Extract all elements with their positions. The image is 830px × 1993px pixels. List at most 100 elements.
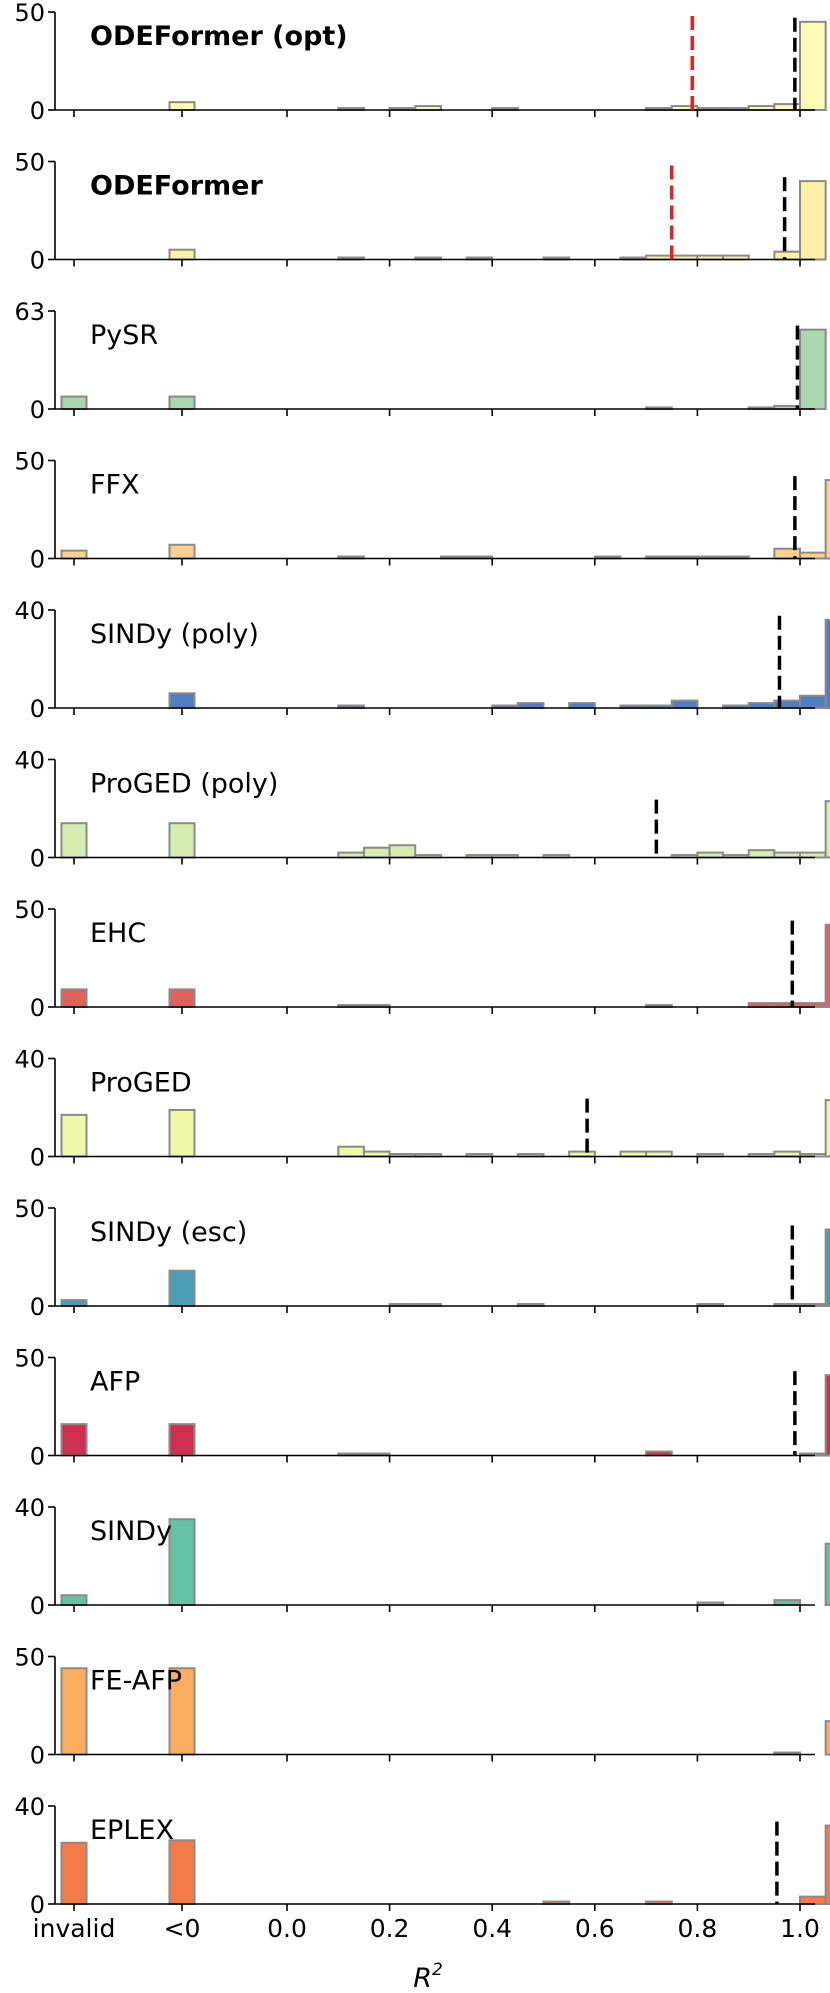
x-tick-label: 0.6 — [575, 1914, 615, 1943]
model-label: ProGED — [90, 1068, 192, 1099]
histogram-bar — [824, 1824, 830, 1905]
histogram-bar — [60, 1841, 88, 1905]
y-tick-label: 50 — [14, 896, 45, 924]
y-tick-label: 63 — [14, 298, 45, 326]
y-tick-label: 40 — [14, 1046, 45, 1074]
y-tick-label: 0 — [30, 396, 45, 424]
x-axis-labels: invalid <0 0.0 0.2 0.4 0.6 0.8 1.0 — [33, 1914, 820, 1943]
histogram-bar — [168, 248, 196, 261]
y-tick-label: 0 — [30, 97, 45, 125]
histogram-bar — [60, 1113, 88, 1158]
histogram-bar — [799, 1895, 827, 1906]
y-tick-label: 40 — [14, 747, 45, 775]
model-label: FE-AFP — [90, 1666, 182, 1697]
panels-group: 50 0 ODEFormer (opt) 50 0 ODEFormer 63 0 PySR 50 0… — [14, 0, 830, 1919]
y-tick-label: 50 — [14, 0, 45, 27]
histogram-bar — [168, 692, 196, 709]
panel-2: 63 0 PySR — [14, 298, 827, 424]
histogram-bar — [60, 549, 88, 560]
model-label: EHC — [90, 918, 146, 949]
y-tick-label: 40 — [14, 597, 45, 625]
model-label: ODEFormer — [90, 171, 263, 202]
histogram-bar — [824, 479, 830, 560]
panel-12: 40 0 EPLEX — [14, 1793, 830, 1919]
histogram-bar — [362, 846, 391, 859]
histogram-bar — [824, 1099, 830, 1158]
histogram-bar — [824, 618, 830, 709]
x-tick-label: <0 — [164, 1914, 201, 1943]
histogram-bar — [337, 1145, 365, 1158]
y-tick-label: 0 — [30, 1443, 45, 1471]
histogram-bar — [824, 1374, 830, 1457]
y-tick-label: 0 — [30, 1891, 45, 1919]
model-label: ODEFormer (opt) — [90, 21, 348, 52]
y-tick-label: 0 — [30, 1742, 45, 1770]
histogram-bar — [168, 101, 196, 112]
x-axis-label-main: R — [413, 1963, 432, 1993]
panel-5: 40 0 ProGED (poly) — [14, 747, 830, 873]
y-tick-label: 0 — [30, 1144, 45, 1172]
histogram-bar — [60, 1594, 88, 1606]
model-label: EPLEX — [90, 1815, 174, 1846]
model-label: FFX — [90, 470, 140, 501]
y-tick-label: 0 — [30, 994, 45, 1022]
y-tick-label: 40 — [14, 1793, 45, 1821]
model-label: ProGED (poly) — [90, 769, 278, 800]
histogram-bar — [168, 1667, 196, 1756]
panel-11: 50 0 FE-AFP — [14, 1644, 830, 1770]
x-tick-label: 0.8 — [678, 1914, 718, 1943]
y-tick-label: 0 — [30, 1592, 45, 1620]
histogram-bar — [168, 395, 196, 410]
x-axis-label-superscript: 2 — [432, 1960, 443, 1980]
y-tick-label: 50 — [14, 149, 45, 177]
histogram-bar — [799, 694, 827, 709]
histogram-bar — [824, 1720, 830, 1756]
histogram-bar — [168, 1108, 196, 1158]
panel-7: 40 0 ProGED — [14, 1046, 830, 1172]
histogram-bar — [168, 1423, 196, 1457]
histogram-bar — [799, 180, 827, 261]
histogram-bar — [799, 551, 827, 560]
histogram-bar — [168, 1518, 196, 1606]
panel-1: 50 0 ODEFormer — [14, 149, 827, 275]
histogram-bar — [824, 923, 830, 1008]
x-axis-label: R2 — [413, 1960, 443, 1993]
x-tick-label: 0.0 — [267, 1914, 307, 1943]
histogram-bar — [168, 1269, 196, 1307]
y-tick-label: 40 — [14, 1494, 45, 1522]
panel-10: 40 0 SINDy — [14, 1494, 830, 1620]
panel-9: 50 0 AFP — [14, 1345, 830, 1471]
histogram-bar — [60, 1299, 88, 1307]
histogram-bar — [824, 1542, 830, 1606]
x-tick-label: 0.4 — [472, 1914, 512, 1943]
histogram-bar — [60, 822, 88, 859]
y-tick-label: 0 — [30, 845, 45, 873]
model-label: SINDy (poly) — [90, 619, 259, 650]
panel-4: 40 0 SINDy (poly) — [14, 597, 830, 723]
histogram-bar — [168, 988, 196, 1008]
histogram-bar — [747, 849, 776, 859]
histogram-bar — [799, 20, 827, 111]
panel-8: 50 0 SINDy (esc) — [14, 1195, 830, 1321]
x-tick-label: 1.0 — [780, 1914, 820, 1943]
histogram-bar — [670, 699, 699, 710]
histogram-bar — [60, 395, 88, 410]
histogram-bar — [824, 1228, 830, 1308]
model-label: AFP — [90, 1367, 140, 1398]
y-tick-label: 0 — [30, 695, 45, 723]
histogram-bar — [168, 543, 196, 560]
histogram-bar — [60, 1423, 88, 1457]
y-tick-label: 50 — [14, 1195, 45, 1223]
panel-6: 50 0 EHC — [14, 896, 830, 1022]
x-tick-label: invalid — [33, 1914, 116, 1943]
model-label: PySR — [90, 320, 158, 351]
model-label: SINDy — [90, 1516, 172, 1547]
histogram-bar — [388, 844, 417, 859]
histogram-bar — [168, 1839, 196, 1906]
histogram-bar — [799, 328, 827, 411]
histogram-bar — [60, 1667, 88, 1756]
y-tick-label: 0 — [30, 247, 45, 275]
histogram-bar — [773, 250, 801, 261]
histogram-bar — [824, 800, 830, 859]
